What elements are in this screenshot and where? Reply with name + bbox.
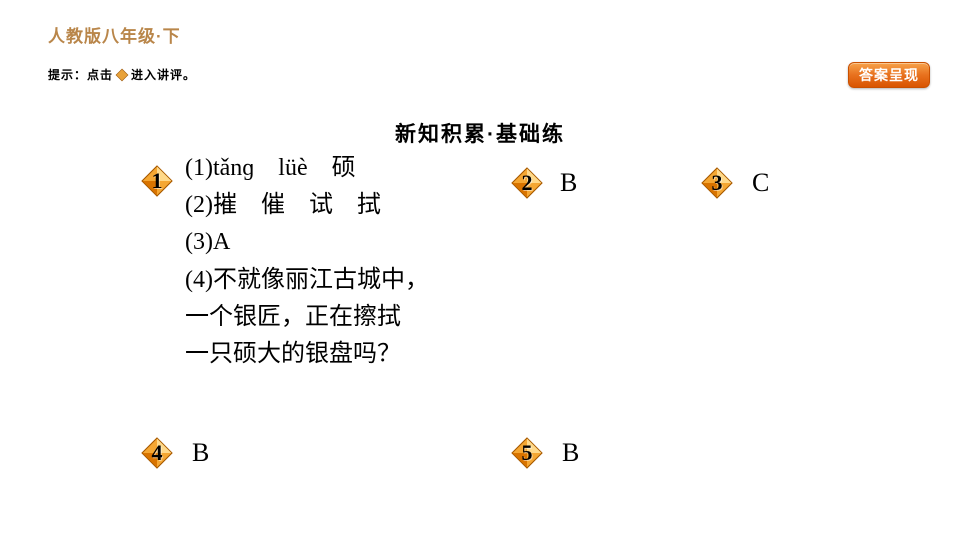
badge-number: 5 (522, 440, 533, 466)
hint-prefix: 提示：点击 (48, 66, 113, 83)
answer-letter-2: B (560, 168, 577, 198)
question-badge-5[interactable]: 5 (510, 436, 544, 470)
diamond-icon[interactable] (115, 68, 129, 82)
badge-number: 3 (712, 170, 723, 196)
answer-letter-4: B (192, 438, 209, 468)
badge-number: 4 (152, 440, 163, 466)
question-badge-1[interactable]: 1 (140, 164, 174, 198)
header-title: 人教版八年级·下 (48, 22, 181, 47)
show-answers-button[interactable]: 答案呈现 (848, 62, 930, 88)
question-badge-4[interactable]: 4 (140, 436, 174, 470)
section-title: 新知积累·基础练 (0, 118, 960, 148)
badge-number: 1 (152, 168, 163, 194)
answer-letter-5: B (562, 438, 579, 468)
answer-text-1: (1)tǎnɡ lüè 硕(2)摧 催 试 拭(3)A(4)不就像丽江古城中，一… (185, 150, 429, 373)
hint-suffix: 进入讲评。 (131, 66, 196, 83)
question-badge-3[interactable]: 3 (700, 166, 734, 200)
question-badge-2[interactable]: 2 (510, 166, 544, 200)
badge-number: 2 (522, 170, 533, 196)
answer-letter-3: C (752, 168, 769, 198)
hint-row: 提示：点击 进入讲评。 (48, 66, 196, 83)
